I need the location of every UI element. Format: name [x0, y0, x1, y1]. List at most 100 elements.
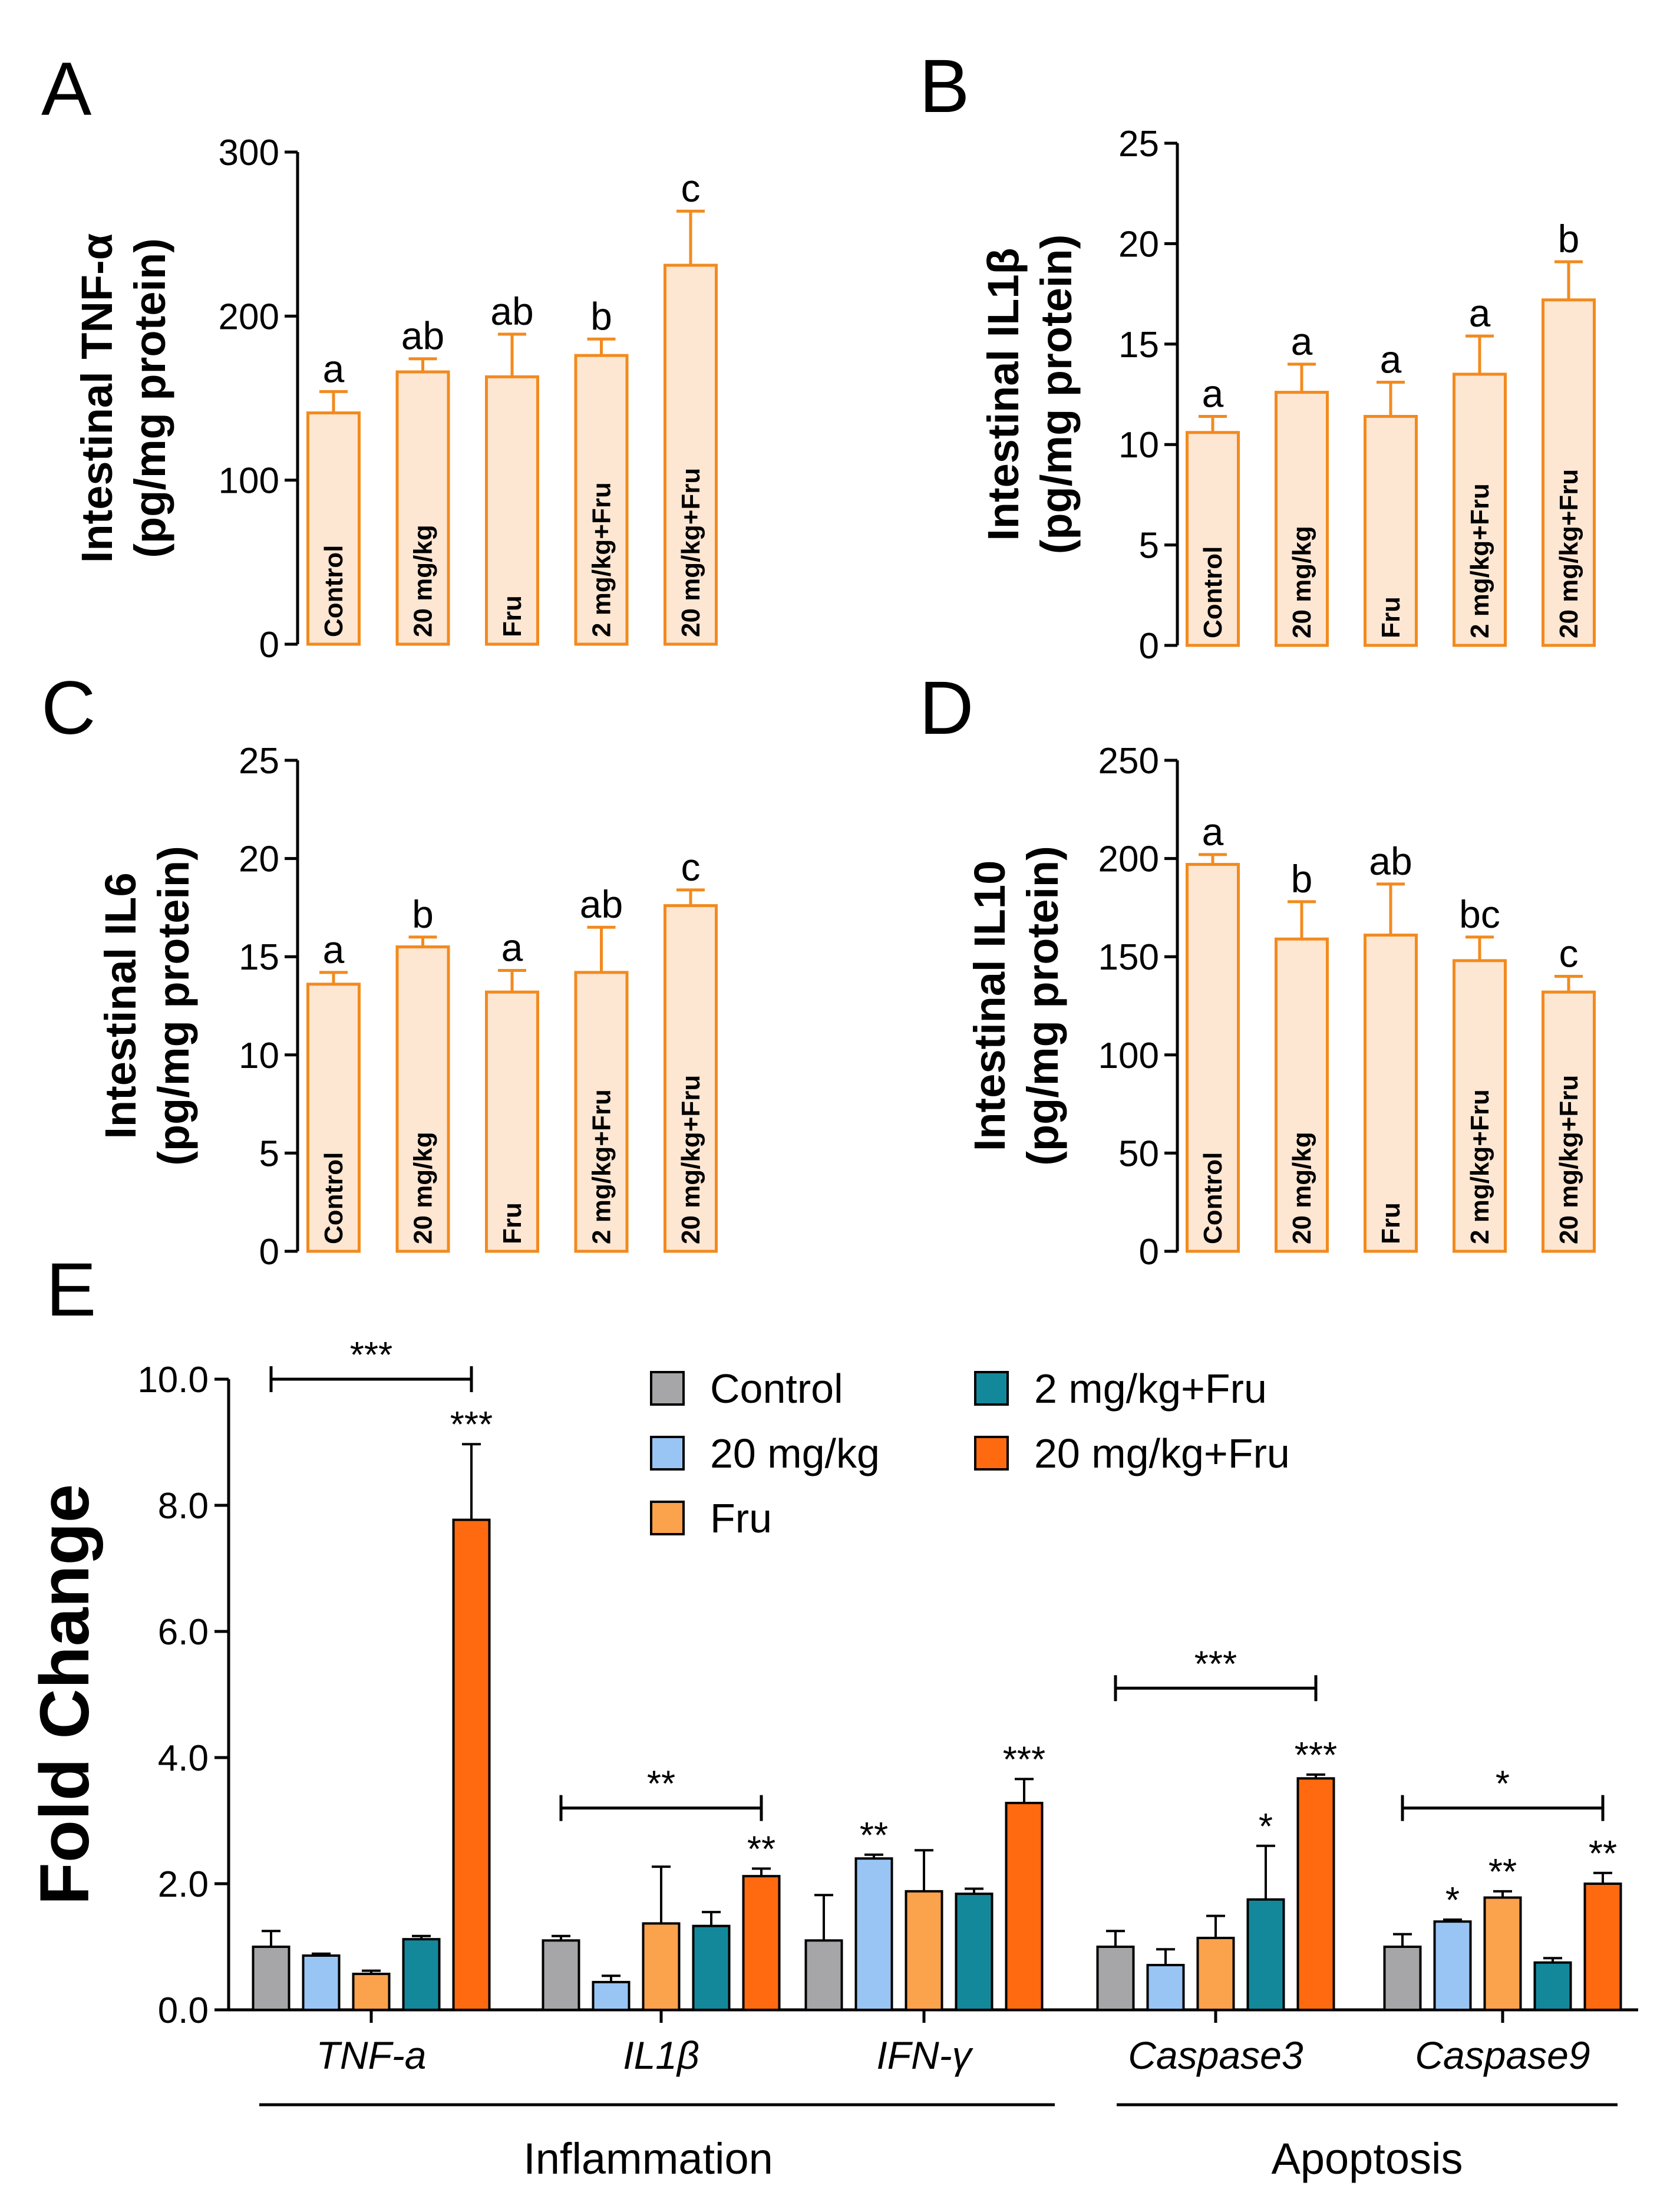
- panel-d-letter: D: [919, 666, 973, 750]
- panel-c-letter: C: [41, 666, 95, 750]
- bar: [1275, 937, 1329, 1253]
- bar: [1296, 1777, 1335, 2012]
- significance-letter: a: [1202, 810, 1224, 853]
- bar: [1005, 1802, 1044, 2012]
- y-tick-label: 8.0: [158, 1486, 209, 1527]
- category-label: Control: [319, 545, 348, 637]
- legend-swatch: [650, 1436, 685, 1471]
- bar: [804, 1939, 843, 2012]
- y-tick-label: 20: [1118, 224, 1159, 265]
- y-tick-label: 25: [1118, 124, 1159, 164]
- group-label: Inflammation: [523, 2134, 773, 2183]
- y-tick-label: 25: [239, 741, 279, 782]
- bar: [542, 1939, 580, 2012]
- significance-letter: a: [501, 926, 523, 970]
- y-tick-label: 0: [1139, 626, 1159, 667]
- category-label: 20 mg/kg+Fru: [1554, 1075, 1583, 1244]
- category-label: IFN-γ: [876, 2033, 973, 2077]
- bar: [1246, 1898, 1285, 2011]
- significance-letter: b: [1291, 857, 1313, 901]
- panel-a: A 0 100 200 300 Intestinal TNF-α (pg/mg prote…: [41, 47, 718, 665]
- category-label: 20 mg/kg+Fru: [676, 468, 705, 637]
- significance-stars: ***: [450, 1405, 493, 1445]
- bar: [1196, 1937, 1235, 2012]
- y-axis-title: Intestinal IL1β: [979, 248, 1028, 540]
- bar: [642, 1922, 681, 2011]
- category-label: Fru: [498, 1202, 527, 1244]
- legend-label: 20 mg/kg: [710, 1430, 880, 1476]
- bar: [1533, 1961, 1572, 2011]
- bar: [1433, 1920, 1472, 2011]
- bar: [302, 1954, 341, 2011]
- y-tick-label: 200: [1098, 839, 1159, 880]
- legend-label: 20 mg/kg+Fru: [1034, 1430, 1290, 1476]
- category-label: IL1β: [623, 2033, 699, 2077]
- significance-stars: **: [860, 1815, 888, 1856]
- legend-label: Control: [710, 1366, 843, 1412]
- panel-b-letter: B: [919, 44, 969, 128]
- y-axis-subtitle: (pg/mg protein): [1018, 846, 1067, 1166]
- bar: [1096, 1946, 1135, 2011]
- bar: [252, 1946, 291, 2011]
- category-label: 2 mg/kg+Fru: [1466, 1089, 1494, 1244]
- y-tick-label: 6.0: [158, 1612, 209, 1653]
- bar: [1583, 1883, 1622, 2011]
- bar: [1146, 1964, 1185, 2012]
- significance-stars: *: [1445, 1880, 1460, 1921]
- category-label: Caspase3: [1128, 2033, 1303, 2077]
- legend-swatch: [650, 1371, 685, 1406]
- category-label: 20 mg/kg+Fru: [676, 1075, 705, 1244]
- significance-letter: a: [1202, 371, 1224, 415]
- bar: [395, 370, 450, 646]
- y-tick-label: 20: [239, 839, 279, 880]
- y-tick-label: 100: [219, 461, 279, 502]
- category-label: 2 mg/kg+Fru: [587, 482, 616, 637]
- y-tick-label: 100: [1098, 1036, 1159, 1076]
- y-tick-label: 10.0: [137, 1360, 209, 1400]
- y-axis-title: Intestinal TNF-α: [72, 233, 121, 563]
- panel-a-letter: A: [41, 47, 92, 131]
- category-label: Fru: [1377, 596, 1405, 638]
- category-label: 2 mg/kg+Fru: [587, 1089, 616, 1244]
- category-label: 20 mg/kg: [1288, 1132, 1316, 1244]
- bracket-label: *: [1496, 1764, 1510, 1805]
- significance-letter: c: [681, 845, 701, 889]
- y-tick-label: 150: [1098, 937, 1159, 978]
- significance-letter: b: [412, 892, 434, 936]
- bar: [452, 1518, 491, 2012]
- significance-letter: a: [1469, 291, 1491, 335]
- category-label: Fru: [498, 595, 527, 637]
- y-tick-label: 10: [1118, 425, 1159, 466]
- legend-swatch: [974, 1436, 1009, 1471]
- significance-letter: b: [1558, 217, 1580, 261]
- y-tick-label: 15: [1118, 325, 1159, 365]
- bar: [664, 904, 718, 1253]
- category-label: TNF-a: [316, 2033, 427, 2077]
- bar: [854, 1857, 893, 2011]
- significance-stars: *: [1259, 1806, 1273, 1847]
- y-tick-label: 300: [219, 133, 279, 173]
- significance-letter: bc: [1459, 892, 1500, 936]
- significance-letter: ab: [580, 882, 623, 926]
- y-tick-label: 2.0: [158, 1864, 209, 1905]
- significance-stars: **: [747, 1829, 775, 1870]
- y-tick-label: 0: [259, 625, 279, 665]
- category-label: Fru: [1377, 1202, 1405, 1244]
- bar: [1383, 1946, 1422, 2011]
- bar: [1542, 990, 1596, 1253]
- bar: [402, 1938, 441, 2011]
- bar: [955, 1893, 994, 2012]
- significance-letter: a: [323, 928, 345, 971]
- bracket-label: **: [647, 1764, 675, 1805]
- bar: [352, 1973, 391, 2012]
- y-tick-label: 10: [239, 1036, 279, 1076]
- panel-e: E 0.0 2.0 4.0 6.0 8.0 10.0 Fold Change TNF-a IL1…: [26, 1248, 1638, 2183]
- legend-label: Fru: [710, 1495, 772, 1541]
- y-tick-label: 0.0: [158, 1990, 209, 2031]
- bar: [1542, 298, 1596, 647]
- category-label: 20 mg/kg: [1288, 526, 1316, 638]
- bar: [1483, 1896, 1522, 2012]
- y-tick-label: 0: [259, 1232, 279, 1273]
- bar: [485, 990, 539, 1253]
